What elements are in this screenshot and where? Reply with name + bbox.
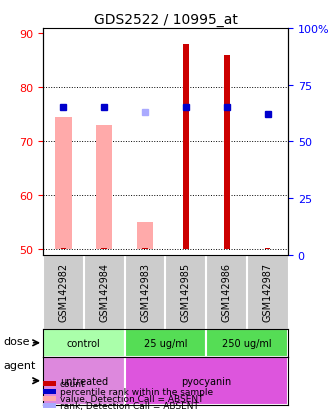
Text: pyocyanin: pyocyanin — [181, 376, 231, 386]
Text: count: count — [60, 379, 85, 388]
Text: GSM142986: GSM142986 — [222, 263, 232, 321]
Text: 250 ug/ml: 250 ug/ml — [222, 338, 272, 348]
Text: rank, Detection Call = ABSENT: rank, Detection Call = ABSENT — [60, 401, 199, 411]
Bar — [265, 248, 270, 250]
Text: dose: dose — [3, 336, 30, 346]
Text: GSM142982: GSM142982 — [59, 263, 69, 322]
Bar — [206, 329, 288, 357]
Bar — [96, 126, 113, 250]
Text: control: control — [67, 338, 101, 348]
Text: GSM142985: GSM142985 — [181, 263, 191, 322]
Text: percentile rank within the sample: percentile rank within the sample — [60, 387, 213, 396]
Bar — [101, 248, 107, 250]
Text: GSM142983: GSM142983 — [140, 263, 150, 321]
Bar — [125, 357, 288, 405]
Bar — [137, 223, 153, 250]
Text: GSM142987: GSM142987 — [262, 263, 272, 322]
Text: untreated: untreated — [60, 376, 108, 386]
Bar — [125, 329, 206, 357]
Bar — [224, 56, 230, 250]
Bar — [142, 248, 148, 250]
Bar — [43, 357, 125, 405]
Bar — [61, 248, 66, 250]
Text: GSM142984: GSM142984 — [99, 263, 109, 321]
Bar — [183, 45, 189, 250]
Bar — [55, 118, 71, 250]
Text: agent: agent — [3, 361, 36, 370]
Text: 25 ug/ml: 25 ug/ml — [144, 338, 187, 348]
Bar — [43, 329, 125, 357]
Text: value, Detection Call = ABSENT: value, Detection Call = ABSENT — [60, 394, 203, 403]
Title: GDS2522 / 10995_at: GDS2522 / 10995_at — [94, 12, 237, 26]
